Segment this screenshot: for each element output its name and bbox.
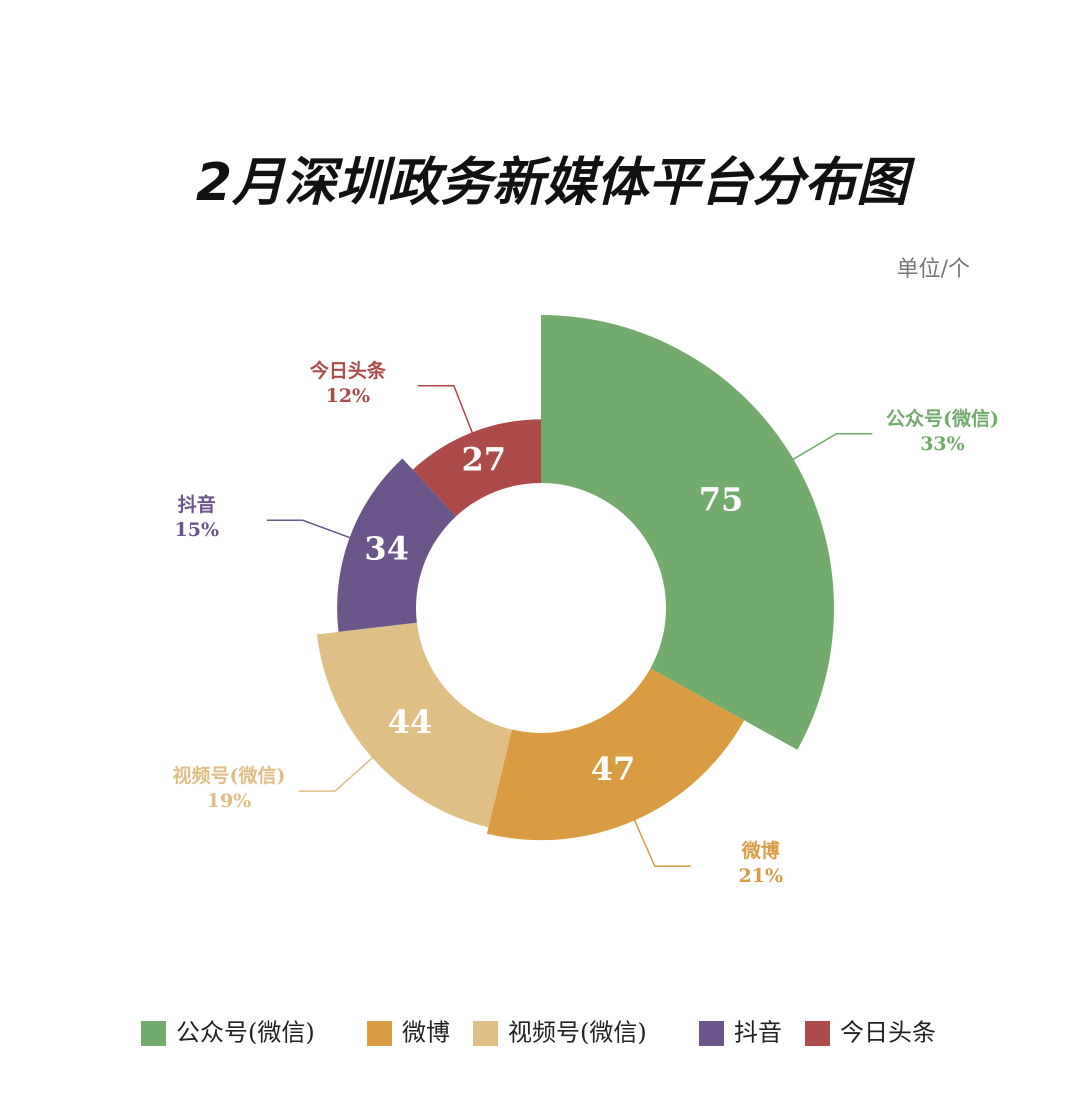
callout-percent: 19% xyxy=(207,790,252,812)
rose-slice xyxy=(486,668,745,841)
callout-percent: 15% xyxy=(175,519,220,541)
leader-line xyxy=(298,754,376,792)
rose-slice xyxy=(337,458,457,632)
rose-slice xyxy=(541,315,834,750)
callout-name: 微博 xyxy=(741,839,780,862)
legend-swatch xyxy=(699,1021,724,1046)
value-label: 75 xyxy=(699,480,744,518)
leader-line xyxy=(789,433,873,462)
value-label: 44 xyxy=(388,703,433,741)
rose-slice xyxy=(316,622,512,828)
callout-name: 今日头条 xyxy=(309,359,387,382)
legend-label: 公众号(微信) xyxy=(176,1019,315,1047)
legend-swatch xyxy=(805,1021,830,1046)
legend-label: 今日头条 xyxy=(840,1019,936,1047)
unit-label: 单位/个 xyxy=(897,257,970,282)
chart-title: 2月深圳政务新媒体平台分布图 xyxy=(196,153,916,213)
legend-label: 抖音 xyxy=(734,1019,782,1047)
leader-line xyxy=(632,816,691,867)
callout-percent: 21% xyxy=(739,865,784,887)
rose-slice xyxy=(412,419,541,517)
leader-line xyxy=(266,519,354,540)
callout-name: 视频号(微信) xyxy=(172,764,285,787)
legend-swatch xyxy=(141,1021,166,1046)
callout-name: 抖音 xyxy=(178,493,216,516)
leader-line xyxy=(417,385,475,437)
callout-percent: 12% xyxy=(326,385,371,407)
value-label: 34 xyxy=(364,530,409,568)
callout-name: 公众号(微信) xyxy=(886,407,999,430)
legend-label: 微博 xyxy=(402,1019,450,1047)
legend-swatch xyxy=(473,1021,498,1046)
value-label: 27 xyxy=(461,440,506,478)
value-label: 47 xyxy=(591,750,636,788)
legend-label: 视频号(微信) xyxy=(508,1019,647,1047)
legend-swatch xyxy=(367,1021,392,1046)
callout-percent: 33% xyxy=(920,433,965,455)
